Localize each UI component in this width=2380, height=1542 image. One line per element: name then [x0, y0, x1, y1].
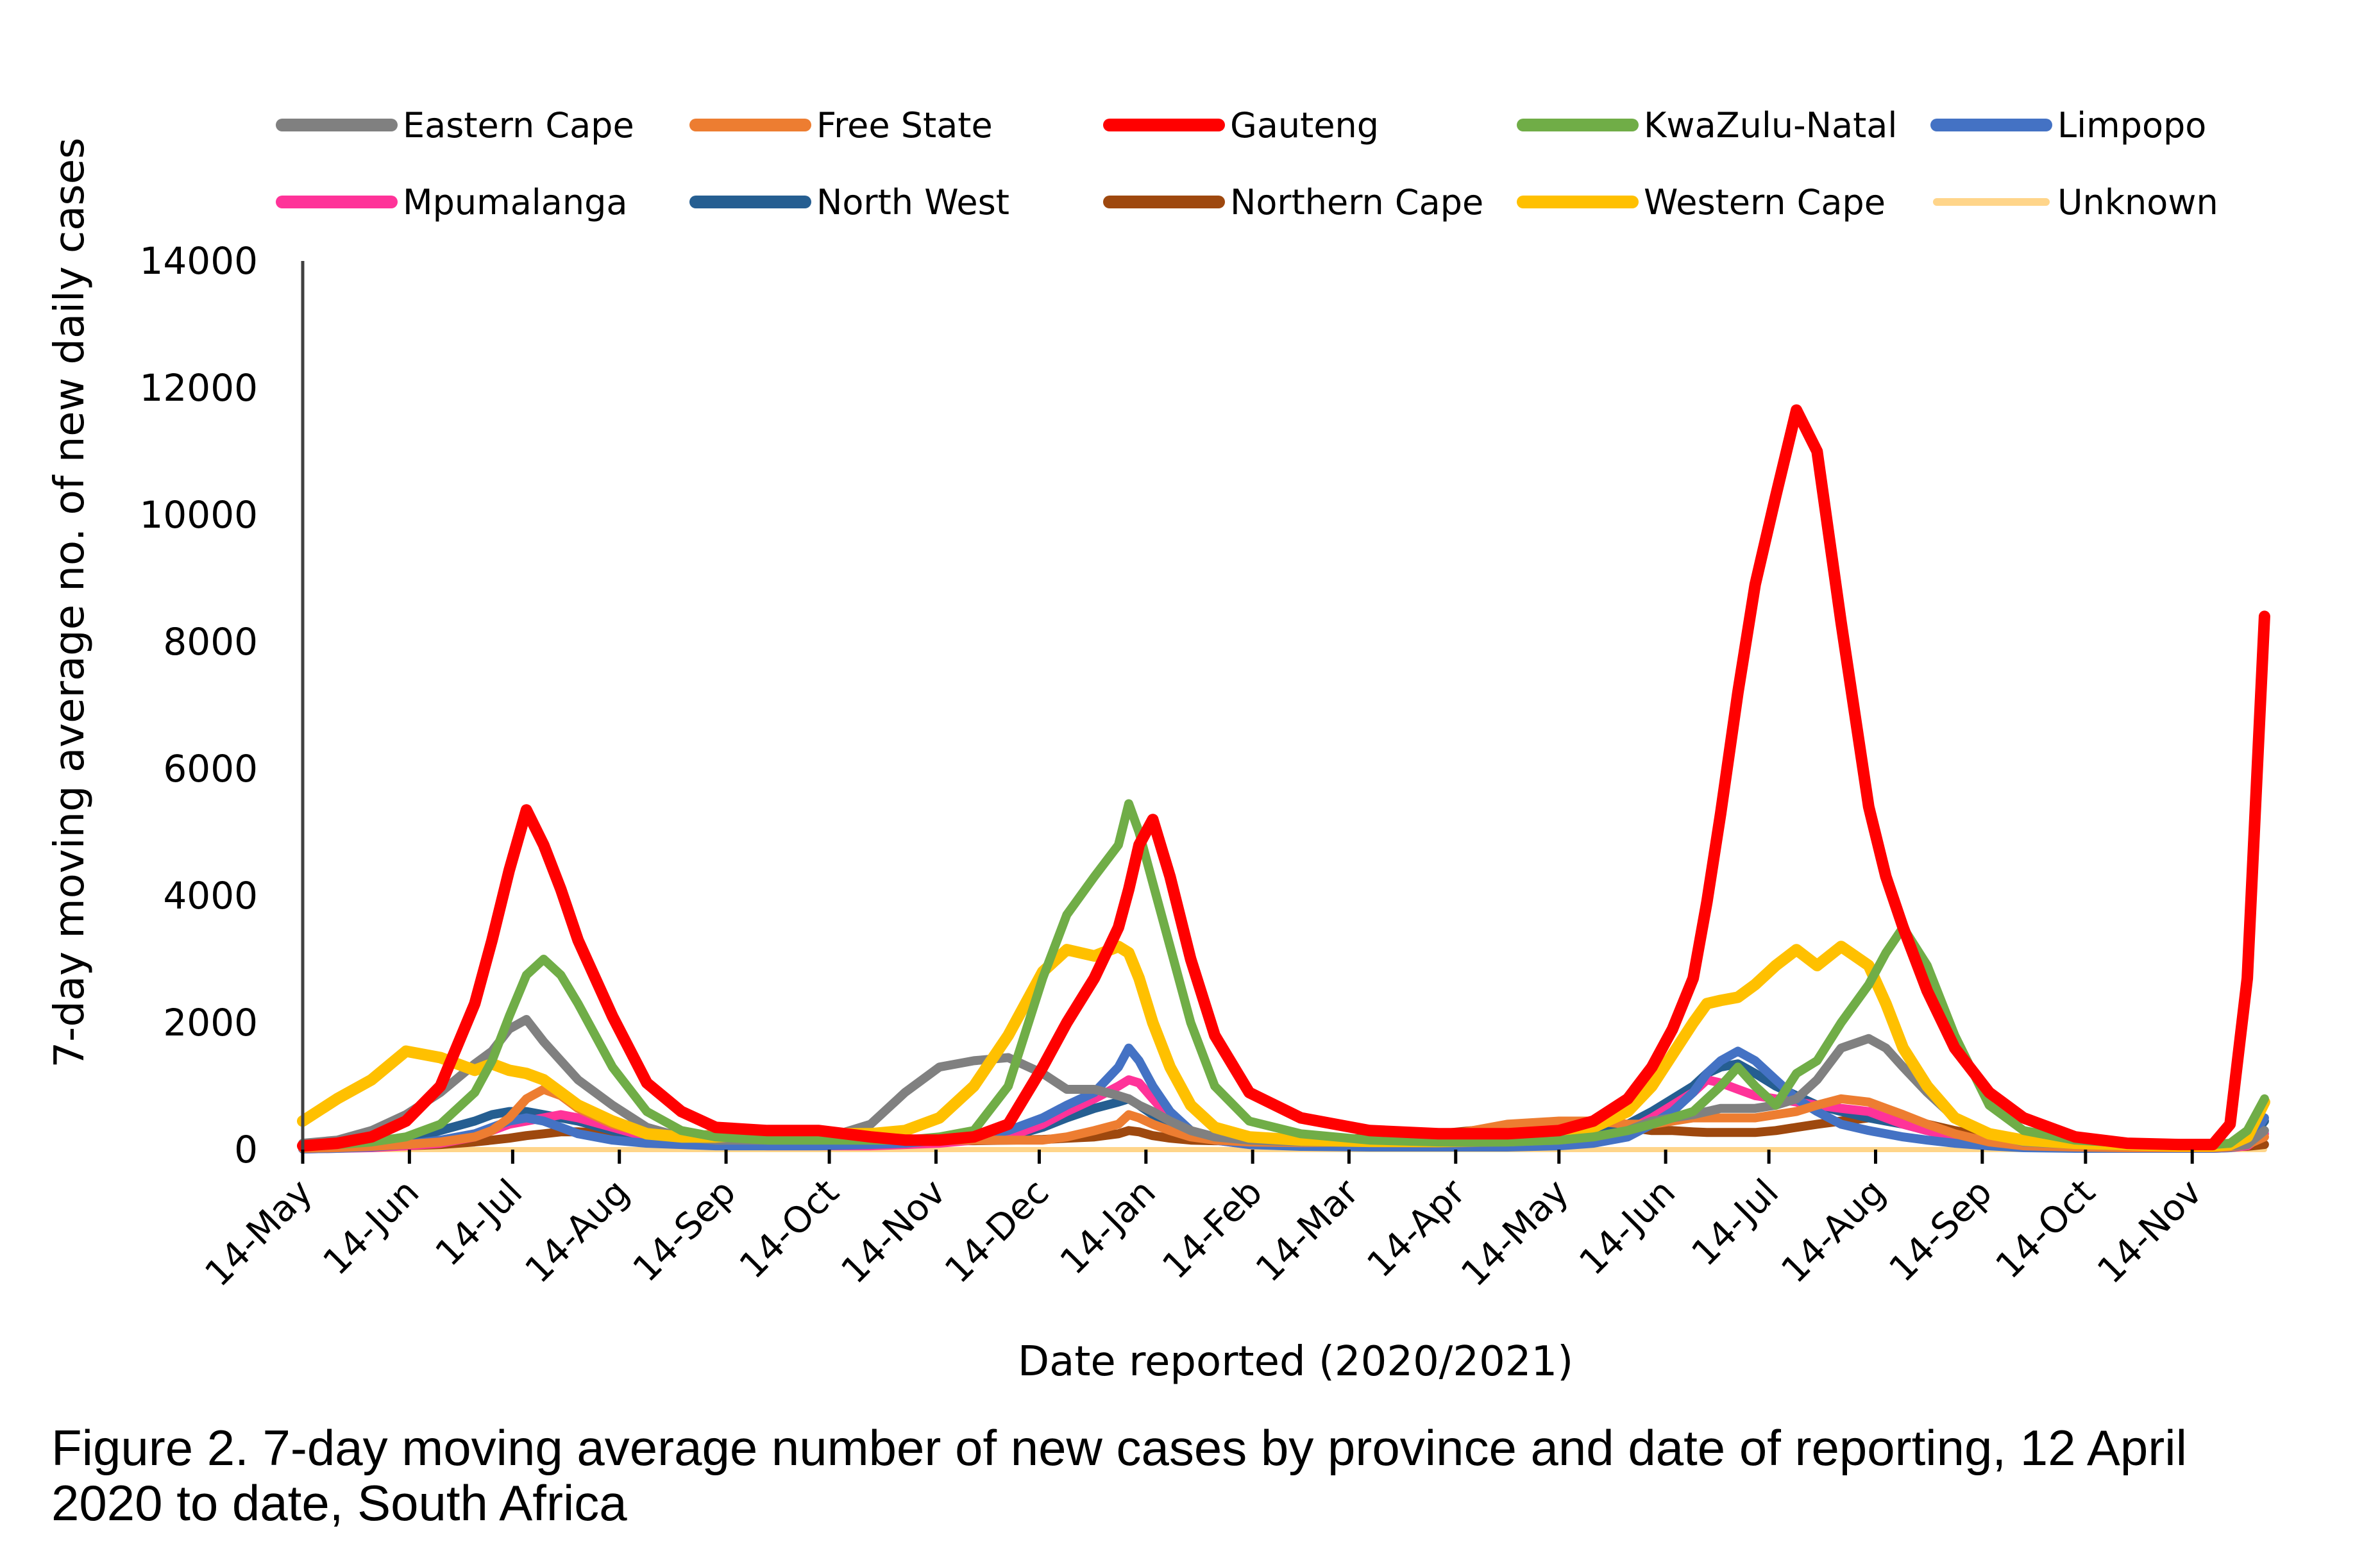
legend-item: Unknown	[1933, 182, 2218, 222]
legend-item: Northern Cape	[1103, 182, 1483, 222]
x-tick-label: 14-Jul	[428, 1171, 531, 1275]
y-tick-label: 0	[234, 1128, 258, 1171]
legend-label: Eastern Cape	[403, 105, 634, 146]
x-tick-label: 14-Oct	[1988, 1171, 2104, 1287]
series-line-eastern-cape	[298, 1015, 2269, 1151]
legend-item: Gauteng	[1103, 105, 1379, 146]
legend-item: KwaZulu-Natal	[1517, 105, 1897, 146]
x-tick-label: 14-Jul	[1684, 1171, 1787, 1275]
y-tick-label: 12000	[139, 366, 258, 410]
x-tick-label: 14-Jan	[1052, 1171, 1164, 1283]
legend-label: Northern Cape	[1230, 182, 1483, 222]
y-axis-title: 7-day moving average no. of new daily ca…	[46, 138, 94, 1068]
y-tick-label: 4000	[163, 874, 258, 918]
legend-label: Limpopo	[2057, 105, 2206, 146]
x-tick-label: 14-May	[1453, 1171, 1577, 1295]
x-tick-label: 14-Jun	[1571, 1171, 1684, 1284]
legend-item: Western Cape	[1517, 182, 1886, 222]
legend-label: Mpumalanga	[403, 182, 627, 222]
series-line-western-cape	[297, 941, 2270, 1152]
legend-item: Free State	[689, 105, 993, 146]
x-tick-label: 14-Nov	[2089, 1171, 2210, 1292]
series-layer	[297, 404, 2270, 1153]
series-line-gauteng	[297, 404, 2270, 1152]
x-tick-label: 14-Oct	[732, 1171, 847, 1287]
legend-label: Western Cape	[1644, 182, 1886, 222]
x-tick-label: 14-Sep	[1881, 1171, 2000, 1290]
x-tick-label: 14-Aug	[1773, 1171, 1893, 1291]
legend-item: Mpumalanga	[276, 182, 627, 222]
legend-label: North West	[816, 182, 1009, 222]
x-tick-label: 14-Aug	[518, 1171, 637, 1291]
x-axis-title: Date reported (2020/2021)	[1018, 1338, 1573, 1386]
legend-item: Eastern Cape	[276, 105, 634, 146]
x-tick-label: 14-Dec	[937, 1171, 1057, 1291]
caption-line-2: 2020 to date, South Africa	[51, 1475, 627, 1531]
caption-line-1: Figure 2. 7-day moving average number of…	[51, 1420, 2187, 1476]
y-tick-labels: 0 2000 4000 6000 8000 10000 12000 14000	[139, 239, 258, 1171]
y-tick-label: 14000	[139, 239, 258, 283]
y-tick-label: 2000	[163, 1001, 258, 1044]
x-tick-label: 14-Nov	[833, 1171, 954, 1292]
x-tick-label: 14-Mar	[1248, 1171, 1367, 1290]
legend-item: Limpopo	[1930, 105, 2206, 146]
legend-label: KwaZulu-Natal	[1644, 105, 1897, 146]
x-tick-label: 14-Sep	[625, 1171, 744, 1290]
x-tick-label: 14-May	[197, 1171, 321, 1295]
legend-label: Free State	[816, 105, 993, 146]
y-tick-label: 10000	[139, 493, 258, 537]
legend: Eastern Cape Free State Gauteng KwaZulu-Nat…	[276, 105, 2218, 222]
legend-label: Unknown	[2057, 182, 2218, 222]
y-tick-label: 6000	[163, 747, 258, 791]
x-tick-label: 14-Feb	[1154, 1171, 1270, 1287]
y-tick-label: 8000	[163, 620, 258, 664]
legend-item: North West	[689, 182, 1009, 222]
x-tick-label: 14-Jun	[316, 1171, 428, 1284]
legend-label: Gauteng	[1230, 105, 1379, 146]
figure-caption: Figure 2. 7-day moving average number of…	[51, 1420, 2334, 1530]
